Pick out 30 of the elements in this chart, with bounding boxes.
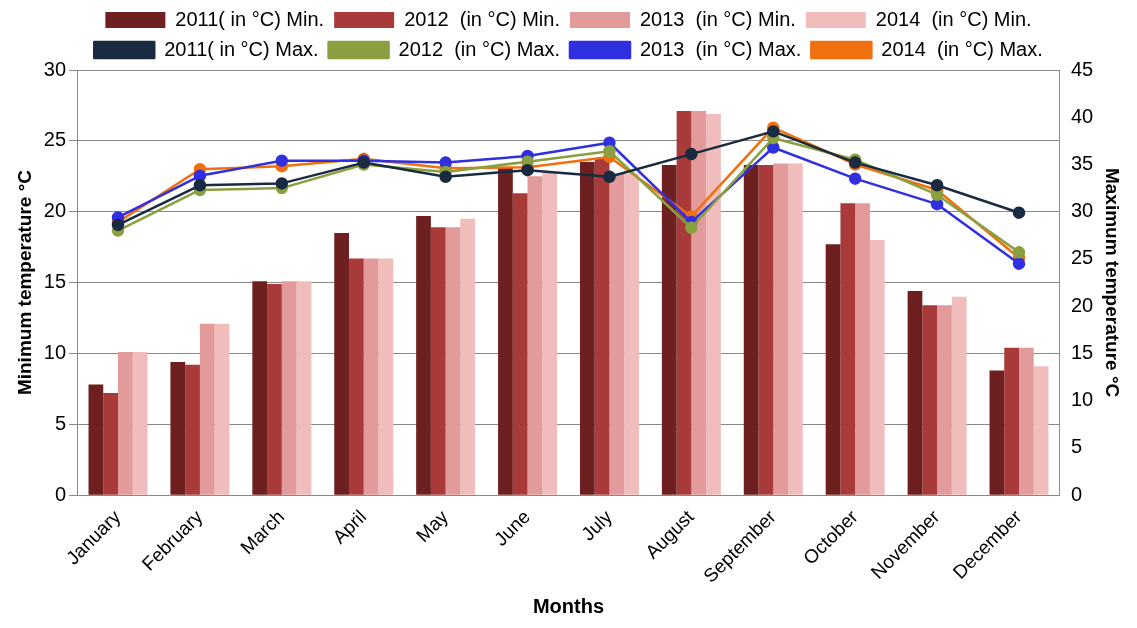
legend-label: 2012 (in °C) Max. <box>398 37 560 60</box>
y2-tick-label: 0 <box>1070 482 1083 505</box>
x-tick-label: July <box>577 505 617 545</box>
y2-tick-label: 20 <box>1070 293 1094 316</box>
y-tick-label: 5 <box>54 411 67 434</box>
x-tick-label: May <box>411 505 453 547</box>
legend-label: 2011( in °C) Max. <box>164 37 319 60</box>
y-axis-title: Minimum temperature °C <box>13 169 35 396</box>
y2-tick-label: 35 <box>1070 152 1094 174</box>
legend-label: 2013 (in °C) Min. <box>639 7 796 30</box>
y2-tick-label: 15 <box>1070 340 1094 363</box>
y-tick-label: 15 <box>43 270 67 293</box>
y2-tick-label: 40 <box>1070 104 1094 127</box>
y-tick-label: 20 <box>43 199 67 222</box>
y2-tick-label: 30 <box>1070 199 1094 222</box>
legend-label: 2014 (in °C) Max. <box>881 37 1043 60</box>
legend-label: 2011( in °C) Min. <box>175 7 325 30</box>
y2-axis-title: Maximum temperature °C <box>1102 167 1124 398</box>
legend-label: 2014 (in °C) Min. <box>875 7 1032 30</box>
legend-label: 2013 (in °C) Max. <box>639 37 802 60</box>
y-tick-label: 10 <box>43 340 67 363</box>
y2-tick-label: 10 <box>1070 388 1094 411</box>
y-tick-label: 0 <box>54 482 67 505</box>
legend-label: 2012 (in °C) Min. <box>404 7 560 30</box>
y-tick-label: 25 <box>43 128 67 151</box>
y2-tick-label: 5 <box>1070 435 1083 458</box>
y-tick-label: 30 <box>43 57 67 80</box>
x-axis-title: Months <box>532 594 605 617</box>
y2-tick-label: 45 <box>1070 57 1094 80</box>
y2-tick-label: 25 <box>1070 246 1094 269</box>
